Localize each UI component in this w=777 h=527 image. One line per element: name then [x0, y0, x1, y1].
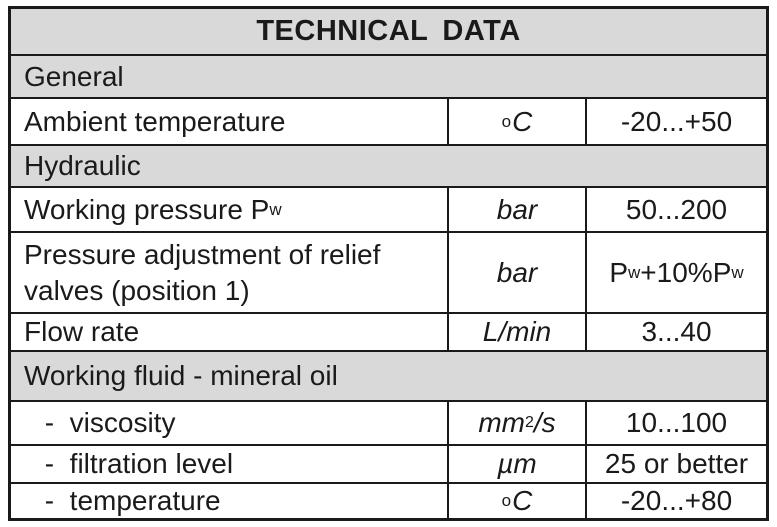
table-row-viscosity: - viscosity mm 2/s 10...100 [11, 402, 766, 446]
ambient-label: Ambient temperature [11, 99, 449, 144]
relief-unit: bar [449, 233, 587, 312]
viscosity-label-text: - viscosity [37, 407, 176, 438]
pressure-value: 50...200 [625, 193, 728, 225]
technical-data-table: TECHNICAL DATA General Ambient temperatu… [8, 6, 769, 521]
ambient-unit-degree: o [501, 111, 512, 131]
table-row-flow-rate: Flow rate L/min 3...40 [11, 314, 766, 352]
pressure-unit: bar [449, 188, 587, 231]
ambient-unit-c: C [512, 105, 533, 137]
temperature-unit: o C [449, 484, 587, 518]
temperature-unit-degree: o [501, 491, 512, 510]
flow-value: 3...40 [641, 316, 712, 347]
relief-value-b-sub: w [731, 262, 744, 282]
viscosity-unit-sup: 2 [524, 414, 534, 431]
table-title-row: TECHNICAL DATA [11, 9, 766, 56]
filtration-label-text: - filtration level [37, 448, 234, 479]
section-fluid-label: Working fluid - mineral oil [24, 360, 338, 391]
filtration-value: 25 or better [604, 448, 749, 479]
temperature-label: - temperature [11, 484, 449, 518]
table-row-temperature: - temperature o C -20...+80 [11, 484, 766, 518]
relief-value-a: P [609, 256, 629, 288]
relief-value-a-sub: w [628, 262, 641, 282]
temperature-label-text: - temperature [37, 485, 221, 516]
relief-value-b: +10%P [640, 256, 732, 288]
table-title: TECHNICAL DATA [256, 15, 521, 47]
section-working-fluid: Working fluid - mineral oil [11, 352, 766, 402]
pressure-label-sub: w [269, 199, 282, 219]
section-general: General [11, 56, 766, 99]
table-row-relief-valves: Pressure adjustment of relief valves (po… [11, 233, 766, 314]
section-general-label: General [24, 60, 124, 92]
viscosity-value: 10...100 [625, 407, 728, 438]
temperature-value: -20...+80 [620, 485, 733, 516]
viscosity-unit-mm: mm [478, 407, 525, 438]
viscosity-unit: mm 2/s [449, 402, 587, 444]
relief-label-line1: Pressure adjustment of relief [24, 238, 381, 270]
section-hydraulic: Hydraulic [11, 146, 766, 188]
relief-label-line2: valves (position 1) [24, 274, 250, 306]
viscosity-label: - viscosity [11, 402, 449, 444]
ambient-unit: o C [449, 99, 587, 144]
temperature-unit-c: C [512, 485, 533, 516]
pressure-label-text: Working pressure P [24, 193, 270, 225]
section-hydraulic-label: Hydraulic [24, 150, 141, 181]
viscosity-unit-s: /s [533, 407, 556, 438]
flow-label: Flow rate [11, 314, 449, 350]
ambient-value: -20...+50 [620, 105, 733, 137]
flow-unit: L/min [449, 314, 587, 350]
relief-label: Pressure adjustment of relief valves (po… [11, 233, 449, 312]
filtration-label: - filtration level [11, 446, 449, 482]
table-row-ambient-temperature: Ambient temperature o C -20...+50 [11, 99, 766, 146]
filtration-unit: µm [449, 446, 587, 482]
table-row-filtration-level: - filtration level µm 25 or better [11, 446, 766, 484]
